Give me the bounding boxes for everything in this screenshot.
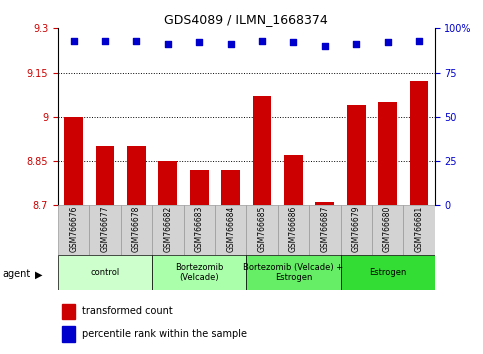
Bar	[158, 161, 177, 205]
Bar	[341, 205, 372, 255]
Bar	[246, 255, 341, 290]
Title: GDS4089 / ILMN_1668374: GDS4089 / ILMN_1668374	[164, 13, 328, 26]
Text: GSM766680: GSM766680	[383, 206, 392, 252]
Point	[415, 38, 423, 44]
Bar	[96, 146, 114, 205]
Bar	[62, 326, 75, 342]
Bar	[215, 205, 246, 255]
Bar	[403, 205, 435, 255]
Text: GSM766683: GSM766683	[195, 206, 204, 252]
Text: GSM766686: GSM766686	[289, 206, 298, 252]
Point	[70, 38, 78, 44]
Text: Bortezomib
(Velcade): Bortezomib (Velcade)	[175, 263, 224, 282]
Bar	[127, 146, 146, 205]
Text: control: control	[90, 268, 120, 277]
Bar	[253, 96, 271, 205]
Bar	[221, 170, 240, 205]
Bar	[152, 205, 184, 255]
Text: percentile rank within the sample: percentile rank within the sample	[83, 329, 247, 339]
Bar	[372, 205, 403, 255]
Text: GSM766687: GSM766687	[320, 206, 329, 252]
Text: agent: agent	[2, 269, 30, 279]
Point	[195, 40, 203, 45]
Text: GSM766677: GSM766677	[100, 206, 110, 252]
Bar	[341, 255, 435, 290]
Text: GSM766678: GSM766678	[132, 206, 141, 252]
Bar	[315, 202, 334, 205]
Text: GSM766685: GSM766685	[257, 206, 267, 252]
Bar	[62, 304, 75, 319]
Text: Bortezomib (Velcade) +
Estrogen: Bortezomib (Velcade) + Estrogen	[243, 263, 343, 282]
Bar	[278, 205, 309, 255]
Text: transformed count: transformed count	[83, 306, 173, 316]
Bar	[58, 205, 89, 255]
Point	[353, 41, 360, 47]
Text: ▶: ▶	[35, 269, 43, 279]
Point	[164, 41, 172, 47]
Point	[133, 38, 141, 44]
Bar	[58, 255, 152, 290]
Text: GSM766676: GSM766676	[69, 206, 78, 252]
Bar	[184, 205, 215, 255]
Bar	[190, 170, 209, 205]
Text: GSM766679: GSM766679	[352, 206, 361, 252]
Point	[321, 43, 328, 49]
Bar	[89, 205, 121, 255]
Point	[258, 38, 266, 44]
Bar	[121, 205, 152, 255]
Bar	[378, 102, 397, 205]
Text: GSM766681: GSM766681	[414, 206, 424, 252]
Text: Estrogen: Estrogen	[369, 268, 406, 277]
Bar	[246, 205, 278, 255]
Text: GSM766682: GSM766682	[163, 206, 172, 252]
Point	[290, 40, 298, 45]
Bar	[347, 105, 366, 205]
Point	[384, 40, 392, 45]
Text: GSM766684: GSM766684	[226, 206, 235, 252]
Point	[101, 38, 109, 44]
Point	[227, 41, 235, 47]
Bar	[309, 205, 341, 255]
Bar	[152, 255, 246, 290]
Bar	[64, 117, 83, 205]
Bar	[410, 81, 428, 205]
Bar	[284, 155, 303, 205]
